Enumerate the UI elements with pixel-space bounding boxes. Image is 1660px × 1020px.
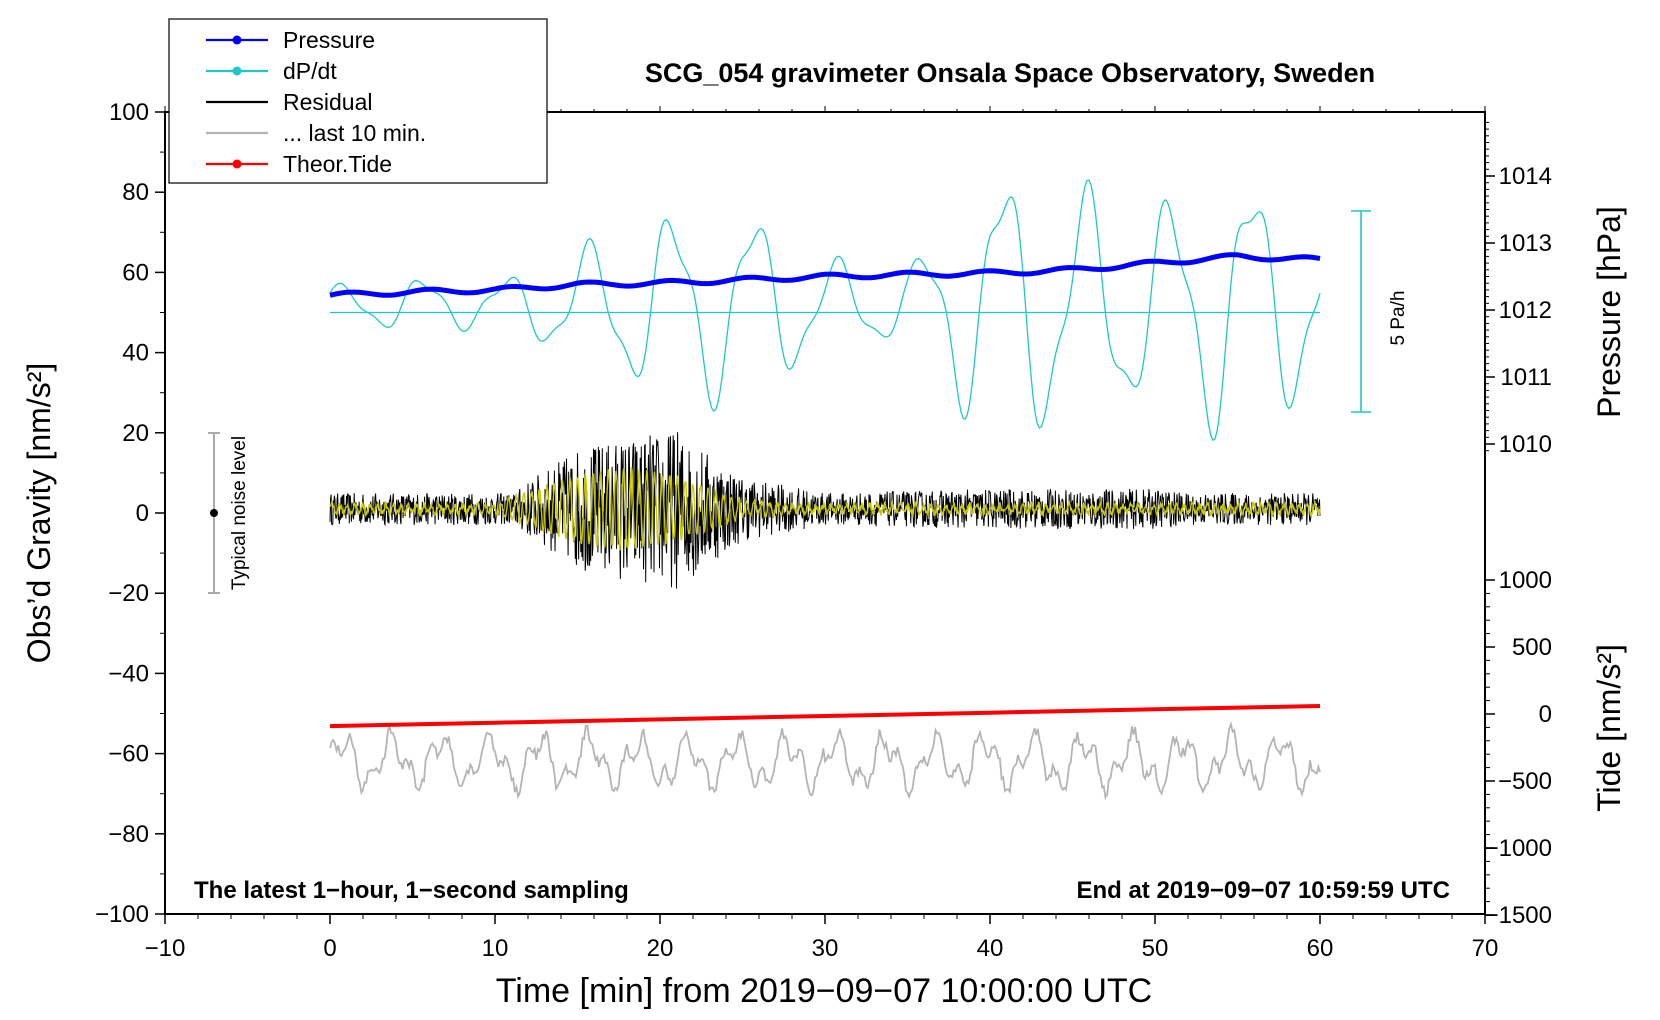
annotation-sampling: The latest 1−hour, 1−second sampling	[194, 877, 629, 904]
x-tick-label: 10	[482, 935, 509, 962]
noise-level-dot	[210, 509, 218, 517]
dpdt-scale-bar: 5 Pa/h	[1351, 210, 1409, 413]
y-tick-label: 100	[109, 99, 149, 126]
scale-bar-label: 5 Pa/h	[1388, 291, 1409, 346]
x-tick-label: 0	[323, 935, 336, 962]
y-tick-label: −80	[108, 821, 149, 848]
legend-label: ... last 10 min.	[283, 120, 426, 146]
x-tick-label: 40	[977, 935, 1004, 962]
tide-tick-label: 500	[1512, 634, 1552, 661]
tide-axis: 1000 500 0 −500 −1000 −1500	[1485, 567, 1552, 929]
series-pressure	[329, 252, 1321, 298]
legend-marker	[232, 35, 242, 45]
legend-label: Theor.Tide	[283, 151, 392, 177]
pressure-tick-label: 1012	[1499, 297, 1552, 324]
noise-level-label: Typical noise level	[229, 436, 250, 590]
x-axis: −10 0 10 20 30 40 50 60 70	[145, 106, 1499, 962]
legend-marker	[232, 159, 242, 169]
series-theor-tide	[329, 704, 1321, 729]
x-tick-label: 60	[1307, 935, 1334, 962]
y-tick-label: 80	[122, 179, 149, 206]
y-axis-left: 100 80 60 40 20 0 −20 −40 −60 −80 −100	[95, 99, 165, 928]
series-layer	[329, 179, 1321, 801]
pressure-tick-label: 1011	[1500, 364, 1552, 391]
annotation-end-time: End at 2019−09−07 10:59:59 UTC	[1076, 877, 1450, 904]
series-last-10-min	[329, 721, 1321, 801]
tide-tick-label: −1500	[1485, 902, 1552, 929]
x-tick-label: 30	[812, 935, 839, 962]
series-residual-smoothed	[329, 467, 1321, 551]
pressure-axis: 1014 1013 1012 1011 1010	[1485, 121, 1552, 458]
y-tick-label: −100	[95, 901, 149, 928]
y-tick-label: −60	[108, 741, 149, 768]
legend: Pressure dP/dt Residual ... last 10 min. The…	[168, 18, 548, 184]
chart-title: SCG_054 gravimeter Onsala Space Observat…	[645, 58, 1375, 88]
y-tick-label: 0	[136, 500, 149, 527]
y-tick-label: 40	[122, 340, 149, 367]
pressure-tick-label: 1013	[1499, 230, 1552, 257]
series-dpdt	[329, 179, 1321, 441]
y-tick-label: 60	[122, 259, 149, 286]
tide-axis-label: Tide [nm/s²]	[1591, 644, 1627, 812]
legend-marker	[232, 66, 242, 76]
noise-level-indicator: Typical noise level	[208, 432, 250, 594]
tide-tick-label: −500	[1498, 768, 1552, 795]
y-tick-label: −40	[108, 660, 149, 687]
x-tick-label: 70	[1472, 935, 1499, 962]
tide-tick-label: 1000	[1499, 567, 1552, 594]
legend-label: dP/dt	[283, 58, 337, 84]
x-tick-label: 20	[647, 935, 674, 962]
x-tick-label: −10	[145, 935, 186, 962]
legend-label: Residual	[283, 89, 373, 115]
y-tick-label: −20	[108, 580, 149, 607]
pressure-tick-label: 1010	[1499, 431, 1552, 458]
pressure-axis-label: Pressure [hPa]	[1591, 206, 1627, 418]
tide-tick-label: −1000	[1485, 835, 1552, 862]
pressure-tick-label: 1014	[1499, 163, 1552, 190]
x-axis-label: Time [min] from 2019−09−07 10:00:00 UTC	[496, 972, 1152, 1010]
tide-tick-label: 0	[1539, 701, 1552, 728]
y-axis-label-left: Obs’d Gravity [nm/s²]	[21, 363, 57, 664]
y-tick-label: 20	[122, 420, 149, 447]
legend-label: Pressure	[283, 27, 375, 53]
legend-box	[168, 18, 548, 184]
x-tick-label: 50	[1142, 935, 1169, 962]
